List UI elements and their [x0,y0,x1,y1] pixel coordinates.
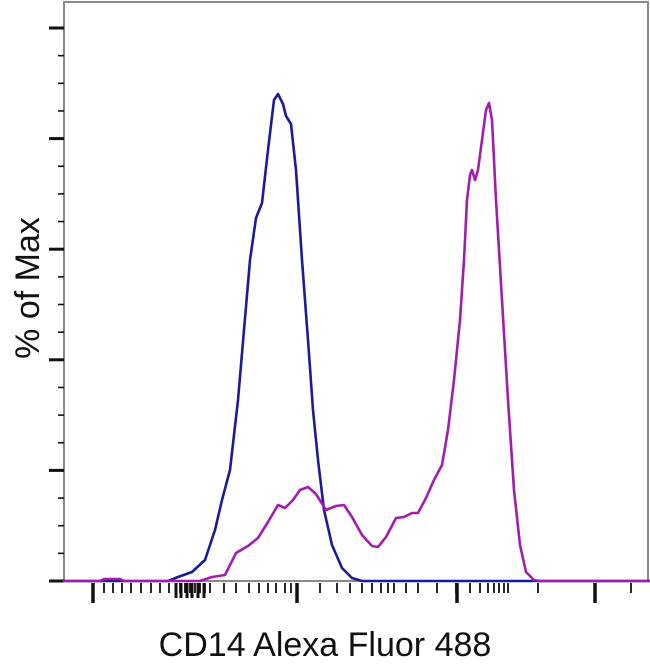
histogram-series [62,92,650,583]
magenta-histogram-curve [62,101,650,583]
blue-histogram-curve [62,92,650,583]
x-axis-ticks [91,583,632,603]
y-axis-title: % of Max [9,217,47,359]
histogram-chart [49,1,650,603]
x-axis-title: CD14 Alexa Fluor 488 [158,626,492,664]
plot-frame [63,1,649,582]
y-axis-ticks [49,26,64,583]
